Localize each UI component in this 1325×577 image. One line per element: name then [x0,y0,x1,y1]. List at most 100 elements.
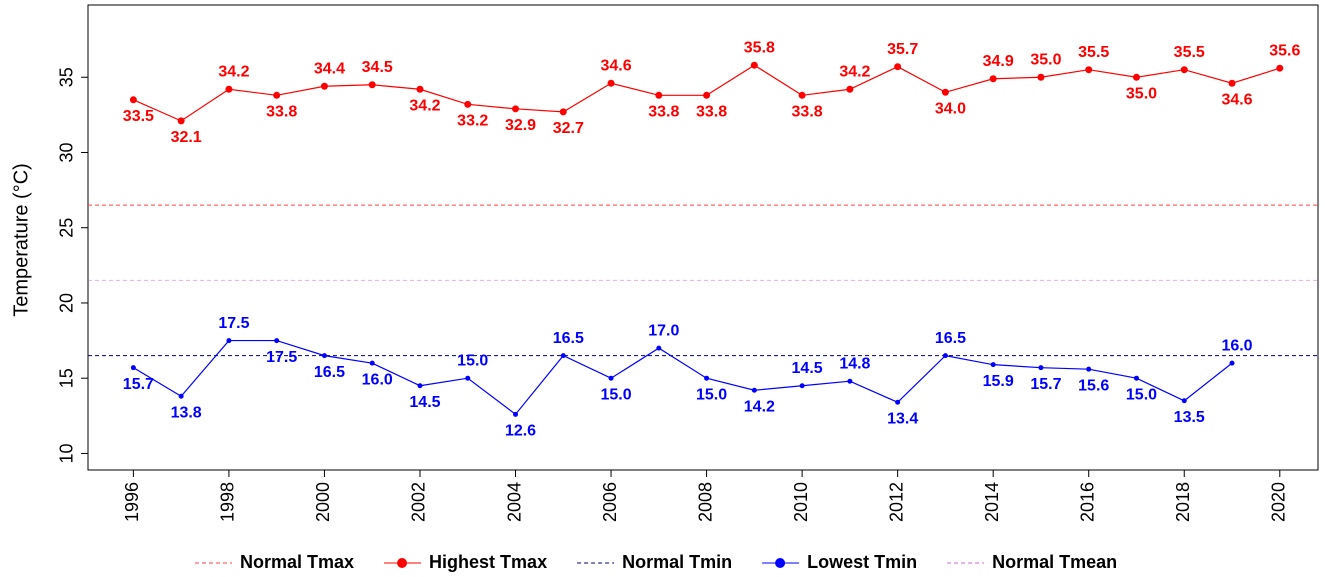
x-tick-label: 2004 [504,482,524,522]
x-tick-label: 2002 [409,482,429,522]
data-label: 15.7 [123,376,154,393]
point [751,387,757,393]
point [608,375,614,381]
x-tick-label: 1998 [218,482,238,522]
plot-frame [87,4,1319,471]
point [894,63,902,71]
data-label: 14.5 [409,394,440,411]
point [416,85,424,93]
point [1228,79,1236,87]
data-label: 15.0 [696,386,727,403]
data-label: 34.2 [218,63,249,80]
data-label: 35.0 [1126,85,1157,102]
point [1229,360,1235,366]
data-label: 34.9 [983,53,1014,70]
y-tick-label: 20 [57,293,77,313]
point [703,91,711,99]
point [1181,398,1187,404]
point [1038,365,1044,371]
x-tick-label: 1996 [122,482,142,522]
point [369,360,375,366]
data-label: 34.2 [409,97,440,114]
point [417,383,423,389]
data-label: 35.6 [1269,42,1300,59]
x-tick-label: 2008 [695,482,715,522]
point [941,88,949,96]
point [607,79,615,87]
data-label: 16.5 [314,364,345,381]
data-label: 35.7 [887,41,918,58]
point [655,91,663,99]
x-tick-label: 2010 [791,482,811,522]
legend-label: Normal Tmax [240,552,354,572]
point [178,393,184,399]
data-label: 15.0 [600,386,631,403]
data-label: 16.5 [553,330,584,347]
point [1085,66,1093,74]
point [990,362,996,368]
data-label: 15.9 [983,373,1014,390]
point [989,75,997,83]
point [1132,73,1140,81]
data-label: 16.0 [362,371,393,388]
point [895,399,901,405]
point [512,105,520,113]
data-label: 33.8 [266,104,297,121]
legend-label: Normal Tmin [622,552,732,572]
point [1037,73,1045,81]
point [274,338,280,344]
point [656,345,662,351]
data-label: 12.6 [505,423,536,440]
data-label: 15.7 [1030,376,1061,393]
data-label: 34.5 [362,59,393,76]
x-tick-label: 2014 [982,482,1002,522]
y-tick-label: 15 [57,368,77,388]
point [560,353,566,359]
data-label: 14.5 [792,360,823,377]
point [1276,64,1284,72]
point [846,85,854,93]
data-label: 35.8 [744,39,775,56]
data-label: 35.0 [1030,51,1061,68]
data-label: 32.1 [171,129,202,146]
point [368,81,376,89]
legend-swatch [397,558,408,568]
data-label: 17.5 [218,315,249,332]
y-tick-label: 35 [57,67,77,87]
x-tick-label: 2012 [886,482,906,522]
data-label: 15.0 [1126,386,1157,403]
point [750,61,758,69]
point [559,108,567,116]
point [942,353,948,359]
data-label: 33.2 [457,113,488,130]
data-label: 14.2 [744,398,775,415]
y-tick-label: 10 [57,443,77,463]
data-label: 33.8 [696,104,727,121]
point [320,82,328,90]
data-label: 34.4 [314,60,345,77]
point [321,353,327,359]
data-label: 32.7 [553,120,584,137]
data-label: 16.5 [935,330,966,347]
series-line [133,339,1233,416]
point [847,378,853,384]
data-label: 16.0 [1221,337,1252,354]
data-label: 33.5 [123,108,154,125]
y-tick-label: 30 [57,142,77,162]
point [130,365,136,371]
point [226,338,232,344]
data-label: 13.4 [887,411,918,428]
data-label: 34.2 [839,63,870,80]
data-label: 14.8 [839,355,870,372]
data-label: 13.5 [1174,409,1205,426]
legend-label: Normal Tmean [992,552,1117,572]
y-axis-label: Temperature (°C) [10,163,32,317]
point [704,375,710,381]
point [513,411,519,417]
point [798,91,806,99]
y-tick-label: 25 [57,218,77,238]
data-label: 17.5 [266,349,297,366]
point [273,91,281,99]
x-tick-label: 2018 [1173,482,1193,522]
